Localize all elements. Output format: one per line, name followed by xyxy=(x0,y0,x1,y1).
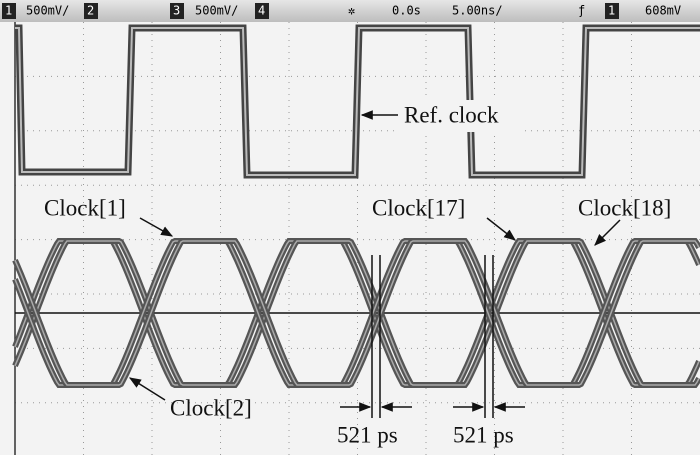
clock-wave-core xyxy=(14,240,700,386)
trigger-level: 608mV xyxy=(645,4,681,18)
label-bg xyxy=(398,100,520,132)
channel-badge xyxy=(84,3,98,19)
arrow xyxy=(139,217,174,237)
trigger-icon: ✲ xyxy=(348,4,355,18)
waveforms xyxy=(12,24,700,388)
channel-badge xyxy=(255,3,269,19)
trigger-edge: ƒ xyxy=(578,4,585,18)
channel-scale: 500mV/ xyxy=(26,4,69,18)
arrow xyxy=(594,219,621,246)
channel-badge xyxy=(170,3,184,19)
clock-label: Clock[2] xyxy=(170,395,252,420)
channel-number: 1 xyxy=(5,4,12,18)
channel-number: 4 xyxy=(258,4,265,18)
clock-label: Clock[1] xyxy=(44,195,126,220)
channel-badge xyxy=(605,3,619,19)
arrow xyxy=(486,217,516,241)
channel-badge xyxy=(2,3,16,19)
ref-clock-wave-core xyxy=(15,27,700,176)
delay-label: 521 ps xyxy=(453,422,514,447)
clock-label: Clock[18] xyxy=(578,195,671,220)
clock-wave-core xyxy=(14,240,700,386)
time-scale: 5.00ns/ xyxy=(452,4,503,18)
status-bar: 1 500mV/ 2 3 500mV/ 4 ✲ 0.0s 5.00ns/ ƒ 1… xyxy=(0,0,700,22)
channel-scale: 500mV/ xyxy=(195,4,238,18)
time-offset: 0.0s xyxy=(392,4,421,18)
channel-number: 3 xyxy=(173,4,180,18)
clock-label: Clock[17] xyxy=(372,195,465,220)
arrow xyxy=(128,377,166,401)
clock-wave-core xyxy=(14,240,700,386)
clock-wave-core xyxy=(14,240,700,386)
ref-clock-label: Ref. clock xyxy=(404,102,499,127)
channel-number: 1 xyxy=(608,4,615,18)
channel-number: 2 xyxy=(87,4,94,18)
annotations xyxy=(128,110,621,418)
delay-label: 521 ps xyxy=(337,422,398,447)
